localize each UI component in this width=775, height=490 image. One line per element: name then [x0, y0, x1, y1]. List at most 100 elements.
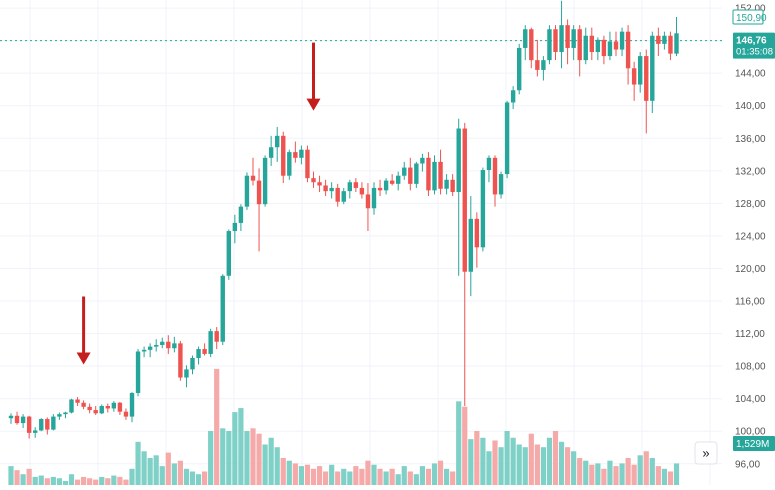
candle-body [81, 402, 86, 407]
price-axis-tick-label: 124,00 [735, 231, 766, 242]
volume-bar [62, 480, 69, 485]
candle-body [486, 157, 492, 171]
high-price-label-text: 150,90 [736, 13, 767, 24]
scroll-to-realtime-button[interactable]: » [694, 441, 718, 465]
candle-body [559, 25, 564, 53]
volume-bar [50, 476, 56, 485]
volume-bar [565, 447, 571, 485]
candle-body [662, 35, 667, 44]
volume-bar [649, 458, 655, 485]
candle-body [353, 182, 359, 188]
volume-bar [583, 460, 589, 485]
candle-body [426, 157, 431, 191]
candle-body [323, 185, 328, 192]
volume-bar [667, 471, 674, 485]
price-axis-tick-label: 140,00 [735, 101, 766, 112]
candle-body [20, 416, 26, 424]
volume-bar [220, 428, 226, 485]
candle-body [601, 39, 607, 57]
candle-body [190, 358, 195, 370]
volume-bar [613, 466, 619, 485]
volume-bar [202, 471, 208, 485]
volume-bar [135, 441, 141, 485]
volume-bar [44, 478, 50, 485]
candle-body [87, 406, 92, 411]
volume-bar [292, 463, 298, 485]
candle-body [408, 167, 413, 184]
volume-bar [310, 468, 317, 485]
volume-bar [347, 471, 353, 485]
volume-bar [413, 474, 419, 485]
volume-bar [516, 444, 522, 485]
candle-body [208, 331, 213, 354]
candle-body [75, 399, 80, 403]
volume-bar [316, 466, 323, 485]
volume-bar [117, 476, 123, 485]
annotations [76, 42, 321, 365]
volume-bar [552, 431, 559, 485]
candle-body [262, 157, 268, 205]
arrow-down-icon [306, 42, 321, 111]
volume-bar [195, 474, 202, 485]
volume-bar [99, 476, 105, 485]
candle-body [268, 147, 274, 158]
candle-body [523, 29, 528, 48]
volume-bar [474, 431, 480, 485]
volume-bars [8, 368, 680, 485]
candle-body [26, 416, 32, 433]
volume-bar [359, 468, 365, 485]
candle-body [517, 47, 522, 91]
candle-body [341, 191, 346, 202]
candle-body [462, 128, 467, 272]
volume-bar [504, 431, 510, 485]
volume-bar [401, 466, 407, 485]
candle-body [8, 415, 14, 419]
candle-body [396, 175, 401, 184]
volume-bar [20, 474, 26, 485]
price-axis-tick-label: 144,00 [735, 69, 766, 80]
candle-body [644, 56, 649, 101]
candle-body [232, 222, 238, 232]
candle-body [504, 102, 510, 175]
candle-body [250, 175, 256, 181]
volume-bar [14, 470, 20, 485]
volume-bar [546, 437, 553, 485]
volume-bar [540, 447, 546, 485]
volume-bar [468, 439, 474, 485]
candle-body [214, 331, 219, 342]
candle-body [226, 231, 231, 276]
candle-body [420, 157, 425, 164]
volume-bar [431, 463, 438, 485]
volume-bar [607, 460, 613, 485]
candle-body [674, 33, 679, 54]
volume-bar [341, 468, 347, 485]
candle-body [656, 35, 661, 44]
price-axis-tick-label: 100,00 [735, 427, 766, 438]
volume-bar [304, 464, 311, 485]
price-axis-tick-label: 116,00 [735, 297, 765, 308]
volume-bar [637, 455, 643, 485]
volume-bar [558, 441, 565, 485]
volume-bar [38, 475, 44, 485]
candle-body [377, 187, 383, 191]
volume-bar [619, 463, 625, 485]
candle-body [123, 411, 129, 417]
candle-body [154, 344, 159, 347]
volume-bar [365, 460, 371, 485]
volume-bar [498, 447, 504, 485]
candle-body [256, 180, 262, 205]
volume-bar [123, 479, 129, 485]
volume-bar [450, 471, 456, 485]
arrow-head [306, 98, 321, 111]
volume-bar [486, 451, 492, 485]
candle-body [631, 68, 637, 85]
volume-bar [353, 466, 359, 485]
volume-bar [631, 464, 637, 485]
candle-body [389, 180, 395, 184]
volume-bar [383, 471, 389, 485]
candle-body [63, 412, 68, 415]
price-axis-tick-label: 108,00 [735, 362, 766, 373]
volume-bar [74, 479, 81, 485]
